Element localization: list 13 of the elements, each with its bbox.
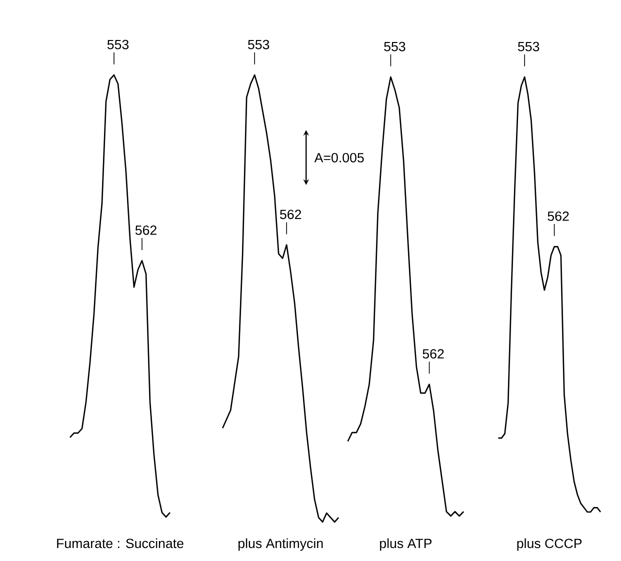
text: 553 bbox=[248, 40, 270, 50]
annotation: 562 bbox=[548, 211, 569, 221]
annotation: A=0.005 bbox=[314, 152, 364, 162]
text: 553 bbox=[107, 40, 129, 50]
text: 553 bbox=[518, 42, 540, 52]
annotation: 562 bbox=[422, 349, 444, 359]
text: 553 bbox=[384, 42, 406, 52]
x-axis-title: plus ATP bbox=[380, 538, 432, 551]
x-axis-title: plus Antimycin bbox=[238, 538, 323, 551]
x-axis-title: Fumarate : Succinate bbox=[57, 538, 184, 548]
x-axis-title: plus CCCP bbox=[517, 538, 582, 551]
annotation: 562 bbox=[280, 210, 302, 220]
annotation: 562 bbox=[135, 225, 156, 235]
